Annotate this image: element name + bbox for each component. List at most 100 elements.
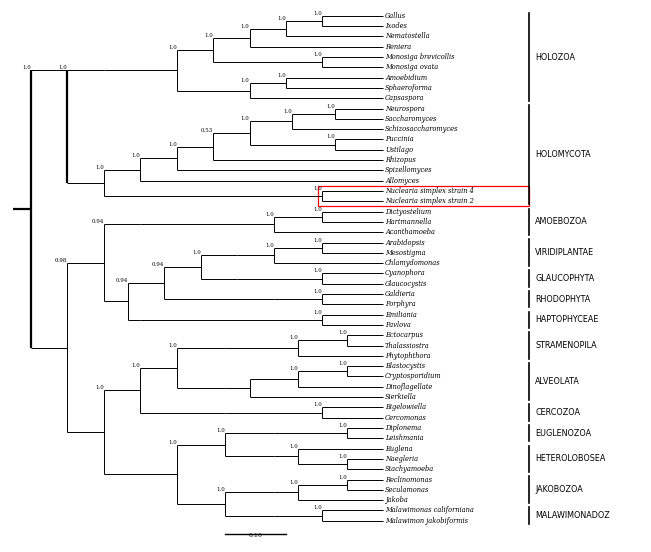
Text: Rhizopus: Rhizopus	[385, 156, 416, 164]
Text: Ixodes: Ixodes	[385, 22, 407, 30]
Text: 0.98: 0.98	[55, 258, 67, 263]
Text: 1.0: 1.0	[204, 33, 213, 38]
Text: Cyanophora: Cyanophora	[385, 269, 426, 278]
Text: 1.0: 1.0	[314, 206, 322, 211]
Text: 1.0: 1.0	[241, 116, 249, 121]
Text: HOLOZOA: HOLOZOA	[535, 52, 575, 61]
Text: Dinoflagellate: Dinoflagellate	[385, 383, 432, 391]
Text: 1.0: 1.0	[132, 153, 140, 158]
Text: 0.94: 0.94	[152, 262, 165, 267]
Text: 1.0: 1.0	[314, 52, 322, 57]
Text: Dictyostelium: Dictyostelium	[385, 208, 432, 216]
Text: Malawimon jakobiformis: Malawimon jakobiformis	[385, 517, 468, 525]
Text: Galdieria: Galdieria	[385, 290, 416, 298]
Text: Leishmania: Leishmania	[385, 434, 424, 442]
Text: 1.0: 1.0	[192, 251, 201, 256]
Text: Emiliania: Emiliania	[385, 311, 417, 319]
Text: MALAWIMONADOZ: MALAWIMONADOZ	[535, 511, 610, 520]
Text: Schizosaccharomyces: Schizosaccharomyces	[385, 125, 458, 133]
Text: 1.0: 1.0	[314, 289, 322, 294]
Bar	[318, 187, 529, 206]
Text: 1.0: 1.0	[314, 268, 322, 273]
Text: Phytophthora: Phytophthora	[385, 352, 431, 360]
Text: Cercomonas: Cercomonas	[385, 413, 427, 422]
Text: CERCOZOA: CERCOZOA	[535, 408, 580, 417]
Text: HETEROLOBOSEA: HETEROLOBOSEA	[535, 454, 605, 463]
Text: 1.0: 1.0	[59, 65, 67, 70]
Text: 1.0: 1.0	[290, 480, 298, 485]
Text: Diplonema: Diplonema	[385, 424, 421, 432]
Text: 1.0: 1.0	[217, 487, 225, 492]
Text: 1.0: 1.0	[314, 11, 322, 16]
Text: Cryptosporidium: Cryptosporidium	[385, 373, 441, 380]
Text: 1.0: 1.0	[265, 212, 274, 217]
Text: 1.0: 1.0	[168, 343, 176, 348]
Text: 1.0: 1.0	[338, 454, 347, 459]
Text: Allomyces: Allomyces	[385, 177, 419, 185]
Text: STRAMENOPILA: STRAMENOPILA	[535, 341, 597, 350]
Text: Arabidopsis: Arabidopsis	[385, 238, 424, 247]
Text: 0.94: 0.94	[116, 278, 128, 283]
Text: 1.0: 1.0	[338, 361, 347, 366]
Text: Amoebidium: Amoebidium	[385, 73, 427, 82]
Text: 1.0: 1.0	[168, 440, 176, 445]
Text: EUGLENOZOA: EUGLENOZOA	[535, 429, 591, 438]
Text: ALVEOLATA: ALVEOLATA	[535, 377, 580, 386]
Text: 1.0: 1.0	[314, 186, 322, 191]
Text: 0.10: 0.10	[249, 533, 262, 538]
Text: 1.0: 1.0	[326, 135, 335, 140]
Text: Nuclearia simplex strain 2: Nuclearia simplex strain 2	[385, 197, 474, 205]
Text: Euglena: Euglena	[385, 444, 413, 453]
Text: 1.0: 1.0	[95, 385, 104, 390]
Text: 1.0: 1.0	[338, 330, 347, 335]
Text: Reniera: Reniera	[385, 43, 411, 51]
Text: 1.0: 1.0	[217, 428, 225, 433]
Text: Nuclearia simplex strain 4: Nuclearia simplex strain 4	[385, 187, 474, 195]
Text: 0.53: 0.53	[201, 128, 213, 133]
Text: Ustilago: Ustilago	[385, 146, 413, 154]
Text: Thalassiostra: Thalassiostra	[385, 342, 430, 349]
Text: Bigelowiella: Bigelowiella	[385, 404, 426, 411]
Text: Porphyra: Porphyra	[385, 300, 416, 309]
Text: Hartmannella: Hartmannella	[385, 218, 432, 226]
Text: 1.0: 1.0	[314, 237, 322, 242]
Text: Naegleria: Naegleria	[385, 455, 418, 463]
Text: 1.0: 1.0	[290, 367, 298, 371]
Text: Stachyamoeba: Stachyamoeba	[385, 465, 434, 473]
Text: 1.0: 1.0	[132, 363, 140, 368]
Text: Malawimonas californiana: Malawimonas californiana	[385, 506, 474, 514]
Text: Ectocarpus: Ectocarpus	[385, 331, 423, 339]
Text: 1.0: 1.0	[314, 506, 322, 511]
Text: VIRIDIPLANTAE: VIRIDIPLANTAE	[535, 248, 594, 257]
Text: Blastocystis: Blastocystis	[385, 362, 425, 370]
Text: Seculamonas: Seculamonas	[385, 486, 430, 494]
Text: Reclinomonas: Reclinomonas	[385, 475, 432, 484]
Text: RHODOPHYTA: RHODOPHYTA	[535, 295, 590, 304]
Text: 1.0: 1.0	[241, 78, 249, 83]
Text: 1.0: 1.0	[290, 336, 298, 341]
Text: 1.0: 1.0	[22, 65, 31, 70]
Text: 1.0: 1.0	[277, 16, 286, 21]
Text: Gallus: Gallus	[385, 12, 406, 20]
Text: JAKOBOZOA: JAKOBOZOA	[535, 485, 583, 494]
Text: 1.0: 1.0	[168, 45, 176, 50]
Text: GLAUCOPHYTA: GLAUCOPHYTA	[535, 274, 594, 283]
Text: 1.0: 1.0	[283, 109, 292, 114]
Text: 1.0: 1.0	[277, 73, 286, 78]
Text: Monosiga ovata: Monosiga ovata	[385, 63, 438, 71]
Text: Neurospora: Neurospora	[385, 104, 425, 113]
Text: 1.0: 1.0	[241, 24, 249, 29]
Text: 0.94: 0.94	[91, 220, 104, 225]
Text: HAPTOPHYCEAE: HAPTOPHYCEAE	[535, 315, 598, 324]
Text: Capsaspora: Capsaspora	[385, 94, 424, 102]
Text: Saccharomyces: Saccharomyces	[385, 115, 437, 123]
Text: Spizellomyces: Spizellomyces	[385, 166, 432, 174]
Text: 1.0: 1.0	[265, 243, 274, 248]
Text: 1.0: 1.0	[95, 164, 104, 169]
Text: HOLOMYCOTA: HOLOMYCOTA	[535, 151, 590, 160]
Text: 1.0: 1.0	[168, 141, 176, 146]
Text: 1.0: 1.0	[290, 444, 298, 449]
Text: 1.0: 1.0	[314, 310, 322, 315]
Text: Glaucocystis: Glaucocystis	[385, 280, 428, 288]
Text: Monosiga brevicollis: Monosiga brevicollis	[385, 53, 454, 61]
